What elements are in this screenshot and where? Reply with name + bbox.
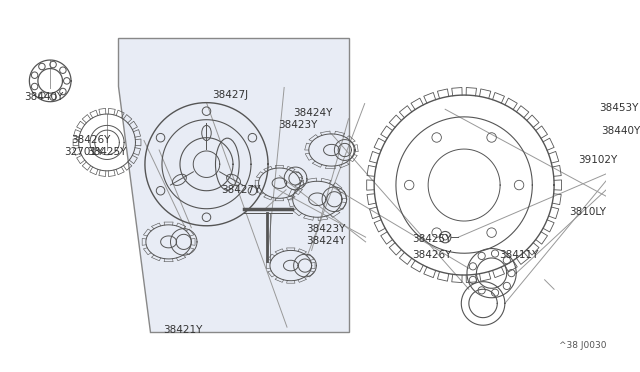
Text: 38425Y: 38425Y xyxy=(412,234,451,244)
Text: ^38 J0030: ^38 J0030 xyxy=(559,341,606,350)
Text: 38421Y: 38421Y xyxy=(163,325,202,335)
Text: 38426Y: 38426Y xyxy=(71,135,111,145)
Text: 38453Y: 38453Y xyxy=(600,103,639,113)
Text: 32701Y: 32701Y xyxy=(65,147,104,157)
Text: 38424Y: 38424Y xyxy=(306,236,346,246)
Text: 39102Y: 39102Y xyxy=(578,155,617,166)
Text: 38424Y: 38424Y xyxy=(294,108,333,118)
Text: 38425Y: 38425Y xyxy=(87,147,127,157)
Text: 38423Y: 38423Y xyxy=(306,224,346,234)
Text: 38440Y: 38440Y xyxy=(602,126,640,136)
Text: 3810LY: 3810LY xyxy=(569,206,606,217)
Text: 38440Y: 38440Y xyxy=(24,92,63,102)
Text: 38411Y: 38411Y xyxy=(499,250,538,260)
Text: 38427Y: 38427Y xyxy=(221,185,261,195)
Polygon shape xyxy=(118,38,349,332)
Text: 38427J: 38427J xyxy=(212,90,248,100)
Text: 38426Y: 38426Y xyxy=(412,250,451,260)
Text: 38423Y: 38423Y xyxy=(278,121,318,130)
